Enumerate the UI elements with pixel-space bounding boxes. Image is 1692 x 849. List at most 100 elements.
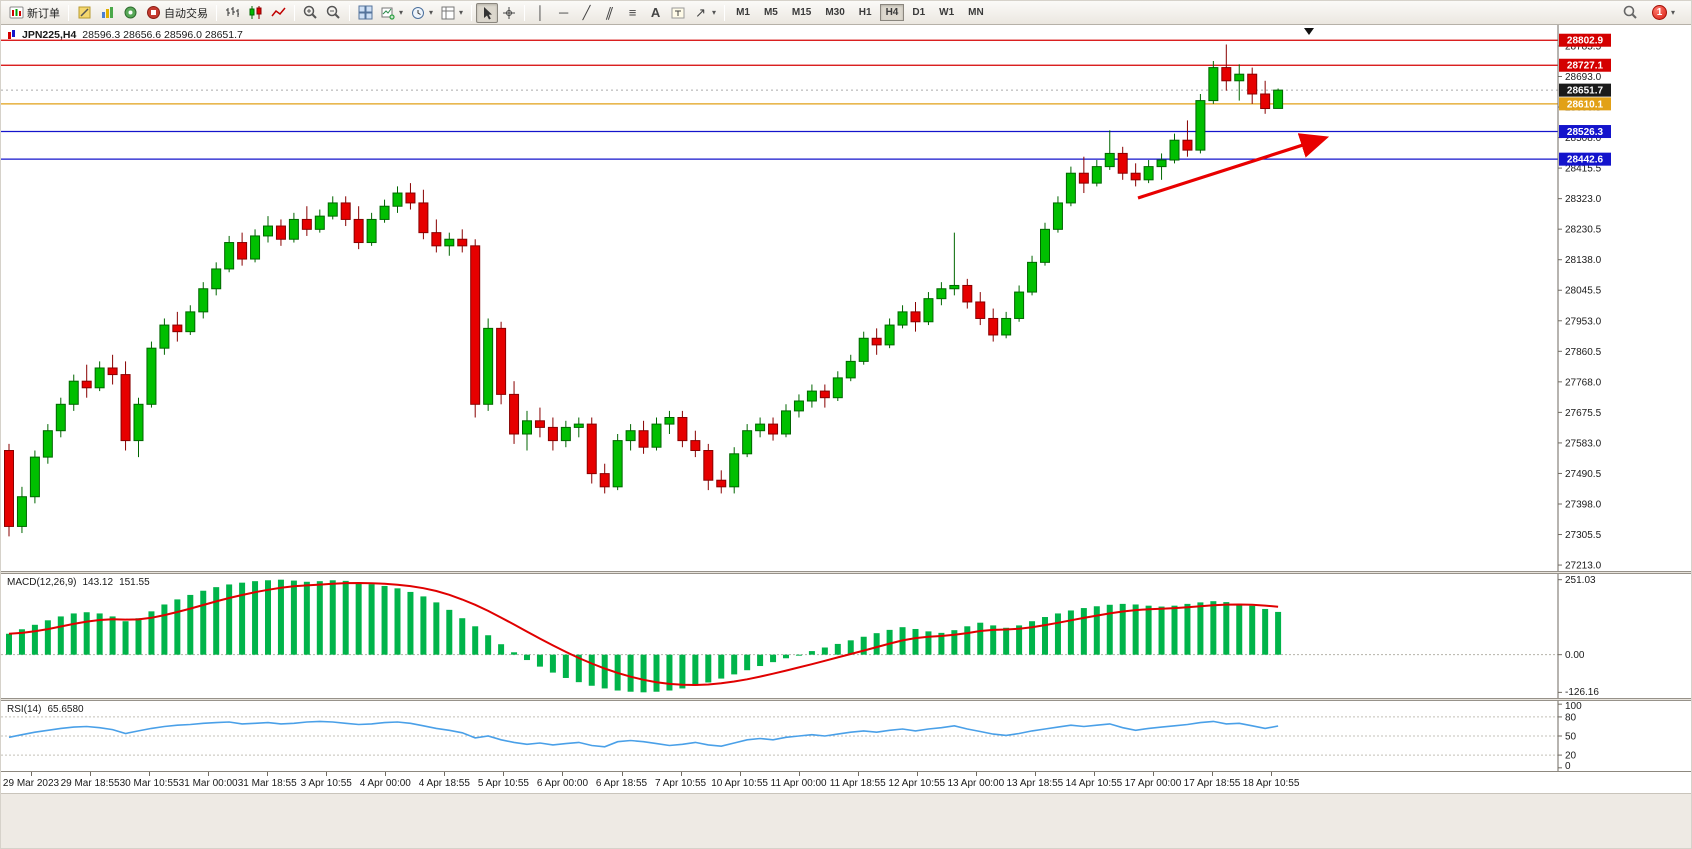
new-order-label: 新订单 [27, 7, 60, 20]
toolbar-separator [524, 4, 526, 21]
svg-text:27953.0: 27953.0 [1565, 316, 1602, 327]
horizontal-line-tool[interactable]: ─ [552, 3, 575, 23]
fibonacci-icon: ≡ [628, 4, 637, 20]
toolbar-right-group: 1 ▾ [1619, 3, 1687, 23]
zoom-in-button[interactable] [299, 3, 322, 23]
equidistant-channel-tool[interactable]: ∥ [598, 3, 621, 23]
fibonacci-tool[interactable]: ≡ [621, 3, 644, 23]
svg-text:28526.3: 28526.3 [1567, 127, 1604, 138]
svg-text:28785.5: 28785.5 [1565, 41, 1602, 52]
time-axis-label: 4 Apr 18:55 [418, 778, 470, 789]
timeframe-m5[interactable]: M5 [763, 7, 778, 18]
time-axis-tick [149, 772, 151, 776]
svg-text:28802.9: 28802.9 [1567, 36, 1604, 47]
svg-text:28610.1: 28610.1 [1567, 99, 1604, 110]
svg-text:0.00: 0.00 [1565, 650, 1585, 661]
timeframe-h4[interactable]: H4 [879, 4, 905, 21]
time-axis-label: 5 Apr 10:55 [477, 778, 529, 789]
time-axis-tick [385, 772, 387, 776]
navigator-button[interactable] [119, 3, 142, 23]
autotrading-label: 自动交易 [164, 7, 208, 20]
crosshair-tool-button[interactable] [498, 3, 520, 23]
cursor-tool-button[interactable] [476, 2, 499, 23]
time-axis-label: 13 Apr 18:55 [1006, 778, 1064, 789]
time-axis-tick [1093, 772, 1095, 776]
time-axis[interactable]: 29 Mar 2023 29 Mar 18:55 30 Mar 10:55 31 Ma… [1, 771, 1691, 793]
cursor-icon [480, 6, 494, 20]
zoom-out-button[interactable] [322, 3, 345, 23]
text-label-icon [671, 6, 685, 20]
timeframe-m30[interactable]: M30 [825, 7, 845, 18]
search-button[interactable] [1619, 3, 1642, 23]
timeframe-d1[interactable]: D1 [912, 7, 926, 18]
new-order-button[interactable]: 新订单 [5, 3, 64, 23]
chevron-down-icon: ▾ [1670, 8, 1675, 17]
text-tool[interactable]: A [644, 3, 667, 23]
svg-text:28045.5: 28045.5 [1565, 286, 1602, 297]
templates-icon [441, 6, 455, 20]
chevron-down-icon: ▾ [459, 8, 464, 17]
new-chart-dropdown[interactable]: ▾ [377, 3, 407, 23]
time-axis-label: 17 Apr 00:00 [1124, 778, 1182, 789]
time-axis-tick [739, 772, 741, 776]
toolbar-separator [294, 4, 295, 21]
time-axis-tick [1034, 772, 1036, 776]
time-axis-tick [680, 772, 682, 776]
new-order-icon [9, 5, 24, 20]
svg-text:28651.7: 28651.7 [1567, 86, 1604, 97]
notifications-button[interactable]: 1 ▾ [1648, 3, 1679, 23]
timeframe-toolbar: M1 M5 M15 M30 H1 H4 D1 W1 MN [729, 4, 991, 21]
charts-button[interactable] [96, 3, 119, 23]
chevron-down-icon: ▾ [429, 8, 434, 17]
time-axis-label: 10 Apr 10:55 [711, 778, 768, 789]
panel-splitter[interactable] [1, 698, 1691, 701]
line-chart-icon [271, 5, 286, 20]
metaeditor-icon [77, 5, 92, 20]
zoom-out-icon [326, 5, 341, 20]
svg-text:28138.0: 28138.0 [1565, 255, 1602, 266]
svg-text:0: 0 [1565, 761, 1571, 771]
timeframe-m1[interactable]: M1 [736, 7, 750, 18]
time-axis-tick [208, 772, 210, 776]
vertical-line-tool[interactable]: │ [529, 3, 552, 23]
time-axis-label: 31 Mar 18:55 [237, 778, 297, 789]
timeframe-h1[interactable]: H1 [858, 7, 872, 18]
time-axis-tick [90, 772, 92, 776]
time-axis-label: 6 Apr 00:00 [536, 778, 589, 789]
rsi-panel: 100 80 50 20 0 RSI(14) 65.6580 [1, 701, 1691, 771]
autotrading-button[interactable]: 自动交易 [142, 3, 212, 23]
text-label-tool[interactable] [667, 3, 689, 23]
panel-splitter[interactable] [1, 571, 1691, 574]
candlestick-chart-button[interactable] [244, 3, 267, 23]
timeframe-w1[interactable]: W1 [939, 7, 955, 18]
candlestick-chart[interactable]: 28785.528693.028600.528508.028415.528323… [1, 25, 1692, 571]
time-axis-tick [1152, 772, 1154, 776]
svg-text:28323.0: 28323.0 [1565, 194, 1602, 205]
svg-text:100: 100 [1565, 701, 1582, 712]
line-chart-button[interactable] [267, 3, 290, 23]
toolbar-separator [68, 4, 69, 21]
time-axis-tick [975, 772, 977, 776]
trendline-tool[interactable]: ╱ [575, 3, 598, 23]
svg-text:27860.5: 27860.5 [1565, 347, 1602, 358]
bar-chart-button[interactable] [221, 3, 244, 23]
time-axis-label: 6 Apr 18:55 [595, 778, 648, 789]
arrow-tools-dropdown[interactable]: ↗ ▾ [689, 3, 720, 23]
macd-indicator-chart[interactable]: 251.03 0.00 -126.16 [1, 574, 1692, 698]
timeframe-m15[interactable]: M15 [791, 7, 812, 18]
templates-dropdown[interactable]: ▾ [437, 3, 467, 23]
time-axis-tick [1271, 772, 1273, 776]
timeframe-mn[interactable]: MN [968, 7, 984, 18]
candlestick-chart-icon [248, 5, 263, 20]
bar-chart-icon [225, 5, 240, 20]
tile-windows-icon [358, 5, 373, 20]
tile-windows-button[interactable] [354, 3, 377, 23]
time-axis-label: 12 Apr 10:55 [888, 778, 946, 789]
notification-badge: 1 [1651, 5, 1667, 20]
time-axis-label: 30 Mar 10:55 [119, 778, 179, 789]
crosshair-icon [502, 6, 516, 20]
periods-dropdown[interactable]: ▾ [407, 3, 437, 23]
metaeditor-button[interactable] [73, 3, 96, 23]
